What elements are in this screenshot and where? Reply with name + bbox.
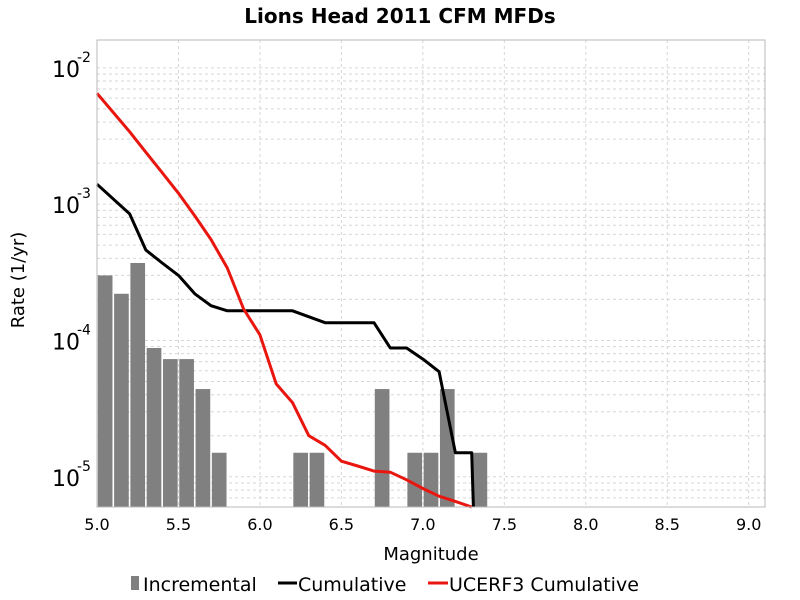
- y-tick: 10-2: [52, 50, 91, 83]
- x-axis-ticks: 5.0 5.5 6.0 6.5 7.0 7.5 8.0 8.5 9.0: [84, 515, 761, 534]
- x-tick-label: 6.0: [247, 515, 272, 534]
- x-tick-label: 7.0: [410, 515, 435, 534]
- x-tick-label: 7.5: [492, 515, 517, 534]
- incremental-bar: [293, 453, 308, 507]
- y-tick: 10-5: [52, 459, 91, 492]
- incremental-bar: [310, 453, 325, 507]
- x-tick-label: 5.5: [166, 515, 191, 534]
- y-tick-exponent: -5: [77, 459, 91, 475]
- legend-label-incremental: Incremental: [143, 574, 257, 596]
- legend-swatch-incremental: [131, 576, 139, 590]
- incremental-bar: [98, 275, 113, 507]
- x-tick-label: 5.0: [84, 515, 109, 534]
- legend: Incremental Cumulative UCERF3 Cumulative: [131, 574, 639, 596]
- incremental-bar: [375, 389, 390, 507]
- incremental-bar: [130, 263, 145, 507]
- incremental-bar: [424, 453, 439, 507]
- chart-title: Lions Head 2011 CFM MFDs: [244, 4, 555, 28]
- y-axis-ticks: 10-210-310-410-5: [52, 50, 91, 492]
- y-tick-exponent: -3: [77, 186, 91, 202]
- y-tick-base: 10: [52, 467, 80, 492]
- y-tick: 10-3: [52, 186, 91, 219]
- legend-label-ucerf3: UCERF3 Cumulative: [449, 574, 639, 596]
- x-tick-label: 6.5: [329, 515, 354, 534]
- x-tick-label: 9.0: [736, 515, 761, 534]
- y-tick-base: 10: [52, 58, 80, 83]
- y-tick-base: 10: [52, 330, 80, 355]
- y-tick-base: 10: [52, 194, 80, 219]
- incremental-bar: [473, 453, 488, 507]
- y-tick: 10-4: [52, 322, 91, 355]
- incremental-bar: [196, 389, 211, 507]
- incremental-bar: [114, 294, 129, 507]
- incremental-bar: [212, 453, 227, 507]
- x-tick-label: 8.5: [655, 515, 680, 534]
- y-tick-exponent: -4: [77, 322, 91, 338]
- incremental-bar: [147, 348, 162, 507]
- x-tick-label: 8.0: [573, 515, 598, 534]
- incremental-bar: [163, 359, 178, 507]
- x-axis-label: Magnitude: [383, 544, 478, 565]
- y-tick-exponent: -2: [77, 50, 91, 66]
- y-axis-label: Rate (1/yr): [8, 232, 29, 329]
- incremental-bar: [179, 359, 194, 507]
- legend-label-cumulative: Cumulative: [298, 574, 406, 596]
